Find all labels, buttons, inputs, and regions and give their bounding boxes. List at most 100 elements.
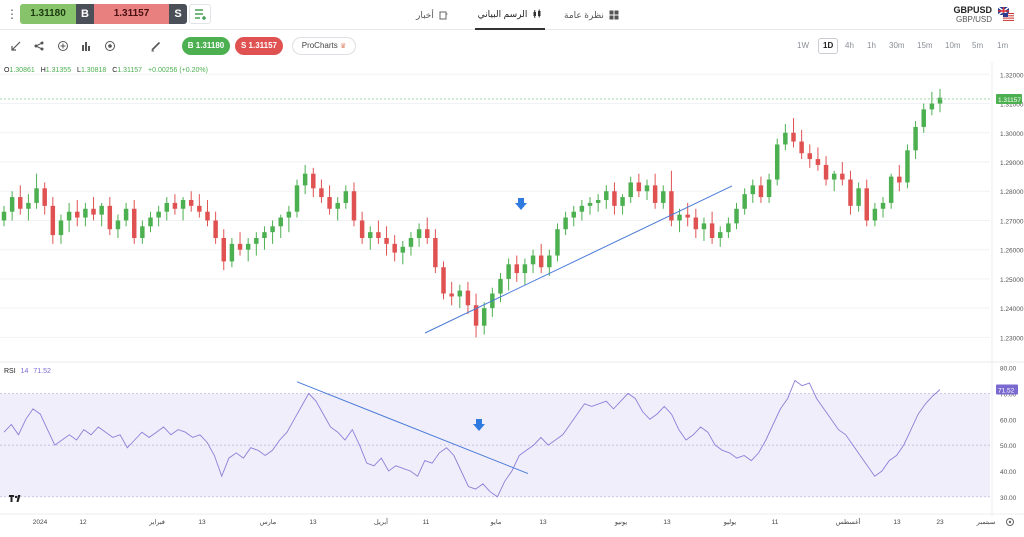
collapse-icon[interactable]	[10, 40, 22, 52]
candle-body	[604, 191, 609, 200]
time-tick-label: فبراير	[148, 518, 165, 526]
candle-body	[433, 238, 438, 268]
sell-button[interactable]: S 1.31157	[235, 37, 283, 55]
axis-settings-icon	[1006, 518, 1014, 526]
candle-body	[9, 197, 15, 212]
candle-body	[237, 243, 243, 250]
candle-body	[555, 229, 560, 256]
candle-body	[221, 238, 226, 262]
time-tick-label: سبتمبر	[976, 519, 996, 526]
candle-body	[140, 226, 145, 238]
timeframe-4h[interactable]: 4h	[845, 41, 854, 50]
buy-letter[interactable]: B	[76, 4, 94, 24]
candle-body	[718, 232, 723, 238]
time-tick-label: يوليو	[723, 518, 737, 526]
grid-icon	[609, 10, 619, 20]
share-icon[interactable]	[33, 40, 45, 52]
candle-body	[571, 211, 576, 218]
price-tick-label: 1.23000	[1000, 335, 1024, 342]
price-tick-label: 1.26000	[1000, 248, 1024, 255]
bar-chart-icon[interactable]	[80, 40, 92, 52]
symbol-name: GBPUSD	[953, 5, 992, 15]
price-chart[interactable]: 1.32000 1.31000 1.30000 1.29000 1.28000 1.270…	[0, 62, 1024, 537]
rsi-tick-label: 60.00	[1000, 417, 1017, 424]
candle-body	[750, 185, 756, 195]
buy-button[interactable]: B 1.31180	[182, 37, 230, 55]
candle-body	[465, 290, 471, 306]
candle-body	[587, 202, 593, 206]
sell-letter[interactable]: S	[169, 4, 187, 24]
top-bar: ⋮ 1.31180 B 1.31157 S أخبار الرسم البيان…	[0, 0, 1024, 30]
timeframe-1d[interactable]: 1D	[818, 38, 839, 54]
candle-body	[888, 176, 894, 203]
candle-body	[376, 232, 381, 238]
ohlc-readout: O1.30861 H1.31355 L1.30818 C1.31157 +0.0…	[4, 67, 212, 74]
candle-body	[506, 264, 511, 279]
timeframe-15m[interactable]: 15m	[917, 41, 933, 50]
tab-news[interactable]: أخبار	[416, 0, 448, 30]
candle-body	[294, 185, 300, 212]
time-tick-label: أبريل	[374, 516, 388, 526]
tv-logo-part	[10, 495, 13, 502]
candle-body	[91, 208, 96, 215]
time-tick-label: مايو	[490, 518, 502, 526]
candle-body	[579, 205, 585, 212]
buy-price-button[interactable]: 1.31180	[20, 4, 76, 24]
timeframe-5m[interactable]: 5m	[972, 41, 984, 50]
price-tick-label: 1.31000	[1000, 102, 1024, 109]
candle-body	[514, 264, 520, 274]
draw-pencil-icon[interactable]	[150, 40, 162, 52]
candle-body	[652, 185, 658, 203]
timeframe-30m[interactable]: 30m	[889, 41, 905, 50]
candle-body	[937, 97, 943, 104]
candle-body	[229, 243, 235, 262]
candle-body	[368, 232, 373, 238]
time-tick-label: 11	[423, 519, 430, 526]
candle-body	[156, 211, 161, 218]
candle-body	[547, 255, 552, 268]
candle-body	[709, 223, 715, 238]
timeframe-1m[interactable]: 1m	[997, 41, 1009, 50]
sell-price-button[interactable]: 1.31157	[94, 4, 169, 24]
ohlc-high-label: H	[40, 67, 46, 74]
candle-body	[75, 211, 80, 218]
time-tick-label: 2024	[33, 519, 48, 526]
time-tick-label: 13	[663, 519, 671, 526]
candle-body	[815, 159, 821, 165]
ohlc-close-label: C	[112, 67, 118, 74]
candle-body	[563, 217, 568, 230]
rsi-trendline	[296, 381, 529, 475]
add-indicator-icon[interactable]	[57, 40, 69, 52]
settings-icon[interactable]	[104, 40, 116, 52]
candle-body	[522, 264, 528, 274]
time-tick-label: 13	[893, 519, 901, 526]
candle-body	[677, 214, 682, 221]
more-menu-icon[interactable]: ⋮	[6, 7, 18, 21]
watchlist-add-button[interactable]	[189, 4, 211, 24]
chart-toolbar: B 1.31180 S 1.31157 ProCharts ♛ 1W 1D 4h…	[0, 30, 1024, 62]
candle-body	[449, 293, 454, 297]
symbol-block[interactable]: GBPUSD GBP/USD	[953, 5, 992, 25]
candle-body	[311, 173, 316, 189]
candle-body	[758, 185, 764, 198]
tab-chart[interactable]: الرسم البياني	[475, 0, 545, 30]
candle-body	[180, 200, 186, 209]
candle-body	[628, 182, 633, 198]
rsi-tick-label: 70.00	[1000, 391, 1017, 398]
candle-body	[123, 208, 129, 221]
timeframe-1h[interactable]: 1h	[867, 41, 876, 50]
list-add-icon	[195, 9, 206, 20]
rsi-line	[3, 379, 941, 498]
candles-icon	[533, 9, 541, 18]
time-tick-label: 12	[79, 519, 87, 526]
candle-body	[172, 202, 178, 209]
tab-overview[interactable]: نظرة عامة	[564, 0, 619, 30]
timeframe-1w[interactable]: 1W	[797, 41, 809, 50]
candle-body	[384, 238, 389, 244]
candle-body	[188, 200, 194, 206]
procharts-button[interactable]: ProCharts ♛	[292, 37, 356, 55]
symbol-pair: GBP/USD	[955, 15, 992, 24]
candle-body	[115, 220, 121, 230]
timeframe-10m[interactable]: 10m	[945, 41, 961, 50]
candle-body	[319, 188, 324, 198]
